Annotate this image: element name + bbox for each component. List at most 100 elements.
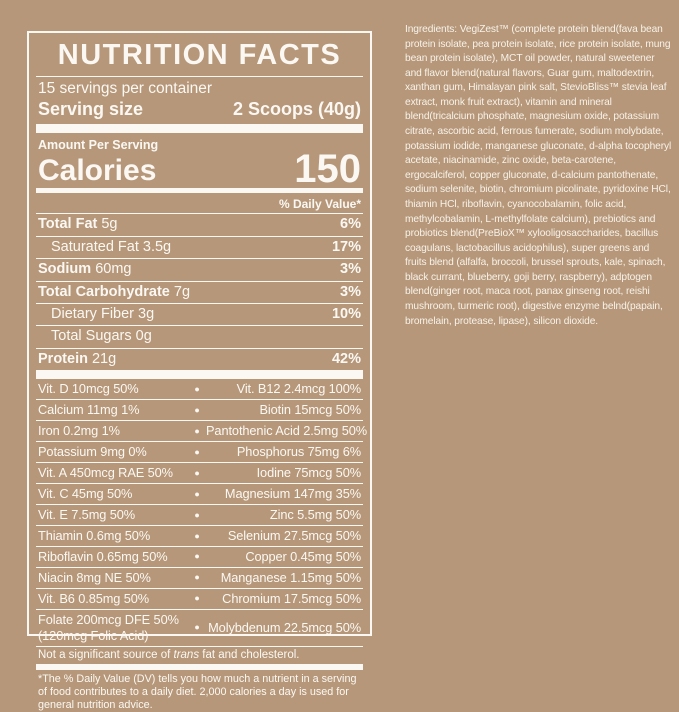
nutrient-amount: 3.5g [138, 238, 172, 255]
micro-nutrient-left: Potassium 9mg 0% [38, 444, 147, 460]
servings-per-container: 15 servings per container [38, 80, 213, 98]
macro-row: Total Sugars 0g [36, 325, 363, 347]
bullet-icon: ● [194, 446, 200, 457]
nutrient-amount: 7g [169, 283, 191, 300]
micro-nutrient-left: Riboflavin 0.65mg 50% [38, 549, 168, 564]
micro-nutrient-right: Zinc 5.5mg 50% [269, 507, 361, 523]
micro-nutrient-left: Folate 200mcg DFE 50% (120mcg Folic Acid… [38, 611, 179, 643]
micro-nutrient-right: Biotin 15mcg 50% [259, 402, 361, 418]
micro-row: Vit. D 10mcg 50% ● Vit. B12 2.4mcg 100% [36, 379, 363, 401]
bullet-icon: ● [194, 530, 200, 541]
micro-nutrient-left: Vit. A 450mcg RAE 50% [38, 465, 173, 481]
micro-row: Vit. E 7.5mg 50% ● Zinc 5.5mg 50% [36, 505, 363, 527]
micro-nutrient-right: Pantothenic Acid 2.5mg 50% [206, 423, 368, 439]
title-divider [36, 75, 363, 78]
micro-row: Folate 200mcg DFE 50% (120mcg Folic Acid… [36, 610, 363, 647]
bullet-icon: ● [194, 593, 200, 604]
nutrient-amount: 3g [134, 305, 155, 322]
nutrient-name: Total Fat [38, 216, 98, 233]
footnote-divider-bar [36, 663, 363, 670]
micro-row: Calcium 11mg 1% ● Biotin 15mcg 50% [36, 400, 363, 422]
trans-note-italic-word: trans [173, 648, 200, 661]
nutrient-name: Total Carbohydrate [38, 283, 170, 300]
calories-row: Calories 150 [36, 147, 363, 192]
nutrient-daily-value: 3% [340, 283, 361, 300]
micro-row: Vit. A 450mcg RAE 50% ● Iodine 75mcg 50% [36, 463, 363, 485]
micronutrient-table: Vit. D 10mcg 50% ● Vit. B12 2.4mcg 100% Cal… [36, 379, 367, 647]
nutrient-amount: 21g [87, 350, 117, 367]
micro-nutrient-left: Iron 0.2mg 1% [38, 423, 120, 439]
micro-row: Vit. C 45mg 50% ● Magnesium 147mg 35% [36, 484, 363, 506]
nutrient-name: Protein [38, 350, 88, 367]
bullet-icon: ● [194, 509, 200, 520]
bullet-icon: ● [194, 467, 200, 478]
nutrient-name: Total Sugars [51, 328, 132, 345]
micro-nutrient-left: Vit. E 7.5mg 50% [38, 507, 136, 523]
bullet-icon: ● [194, 383, 200, 394]
nutrient-amount: 60mg [91, 261, 132, 278]
thick-divider-bar [36, 370, 363, 380]
nutrient-name: Dietary Fiber [51, 305, 134, 322]
micro-row: Niacin 8mg NE 50% ● Manganese 1.15mg 50% [36, 568, 363, 589]
macronutrient-table: Total Fat 5g 6% Saturated Fat 3.5g 17% Sodiu… [36, 213, 363, 370]
trans-note-text-end: fat and cholesterol. [199, 648, 300, 661]
trans-note-text: Not a significant source of [38, 648, 174, 661]
nutrient-daily-value: 10% [331, 305, 361, 322]
trans-fat-note: Not a significant source of trans fat an… [36, 647, 363, 664]
bullet-icon: ● [194, 572, 200, 583]
serving-size-value: 2 Scoops (40g) [232, 99, 361, 120]
micro-nutrient-left: Vit. B6 0.85mg 50% [38, 590, 150, 606]
daily-value-header: % Daily Value* [278, 197, 361, 212]
nutrient-daily-value: 17% [331, 238, 361, 255]
micro-nutrient-right: Vit. B12 2.4mcg 100% [236, 381, 361, 397]
micro-row: Vit. B6 0.85mg 50% ● Chromium 17.5mcg 50% [36, 589, 363, 610]
micro-nutrient-left: Vit. C 45mg 50% [38, 486, 133, 502]
micro-row: Potassium 9mg 0% ● Phosphorus 75mg 6% [36, 442, 363, 464]
macro-row: Saturated Fat 3.5g 17% [36, 235, 363, 258]
micro-nutrient-right: Molybdenum 22.5mcg 50% [208, 619, 361, 635]
micro-row: Thiamin 0.6mg 50% ● Selenium 27.5mcg 50% [36, 526, 363, 547]
nutrient-amount: 5g [97, 216, 118, 233]
amount-per-serving-label: Amount Per Serving [38, 138, 159, 153]
micro-row: Iron 0.2mg 1% ● Pantothenic Acid 2.5mg 50% [36, 421, 367, 443]
serving-size-row: Serving size 2 Scoops (40g) [36, 99, 363, 124]
macro-row: Total Carbohydrate 7g 3% [36, 280, 363, 303]
nutrient-daily-value: 42% [331, 350, 361, 367]
macro-row: Sodium 60mg 3% [36, 258, 363, 280]
micro-nutrient-left: Niacin 8mg NE 50% [38, 569, 151, 585]
micro-nutrient-right: Magnesium 147mg 35% [224, 486, 361, 502]
nutrition-facts-title: NUTRITION FACTS [57, 39, 342, 71]
bullet-icon: ● [194, 425, 200, 436]
micro-row: Riboflavin 0.65mg 50% ● Copper 0.45mg 50% [36, 547, 363, 568]
nutrient-name: Sodium [38, 261, 92, 278]
micro-nutrient-left: Calcium 11mg 1% [38, 402, 140, 418]
bullet-icon: ● [194, 404, 200, 415]
micro-nutrient-right: Iodine 75mcg 50% [256, 465, 362, 481]
micro-nutrient-right: Chromium 17.5mcg 50% [222, 590, 361, 606]
macro-row: Total Fat 5g 6% [36, 213, 363, 235]
micro-nutrient-right: Copper 0.45mg 50% [245, 549, 361, 564]
macro-row: Protein 21g 42% [36, 347, 363, 370]
nutrient-amount: 0g [131, 328, 152, 345]
nutrient-name: Saturated Fat [51, 238, 139, 255]
thick-divider-bar [36, 124, 363, 134]
ingredients-text: Ingredients: VegiZest™ (complete protein… [405, 24, 672, 327]
micro-nutrient-right: Manganese 1.15mg 50% [220, 569, 361, 585]
micro-nutrient-left: Thiamin 0.6mg 50% [38, 528, 151, 544]
nutrient-daily-value: 6% [340, 216, 361, 233]
nutrient-daily-value: 3% [340, 261, 361, 278]
micro-nutrient-right: Phosphorus 75mg 6% [236, 444, 361, 460]
micro-nutrient-right: Selenium 27.5mcg 50% [227, 528, 361, 544]
medium-divider-bar [36, 188, 363, 194]
serving-size-label: Serving size [38, 99, 144, 120]
macro-row: Dietary Fiber 3g 10% [36, 302, 363, 325]
product-label-image: { "colors": { "background": "#b69779", "… [27, 24, 672, 711]
micro-nutrient-left: Vit. D 10mcg 50% [38, 381, 139, 397]
daily-value-footnote: *The % Daily Value (DV) tells you how mu… [38, 672, 357, 711]
bullet-icon: ● [194, 551, 200, 562]
calories-label: Calories [38, 153, 157, 187]
bullet-icon: ● [194, 488, 200, 499]
nutrition-facts-panel: NUTRITION FACTS 15 servings per containe… [27, 31, 372, 711]
bullet-icon: ● [194, 622, 200, 633]
calories-value: 150 [294, 147, 361, 192]
